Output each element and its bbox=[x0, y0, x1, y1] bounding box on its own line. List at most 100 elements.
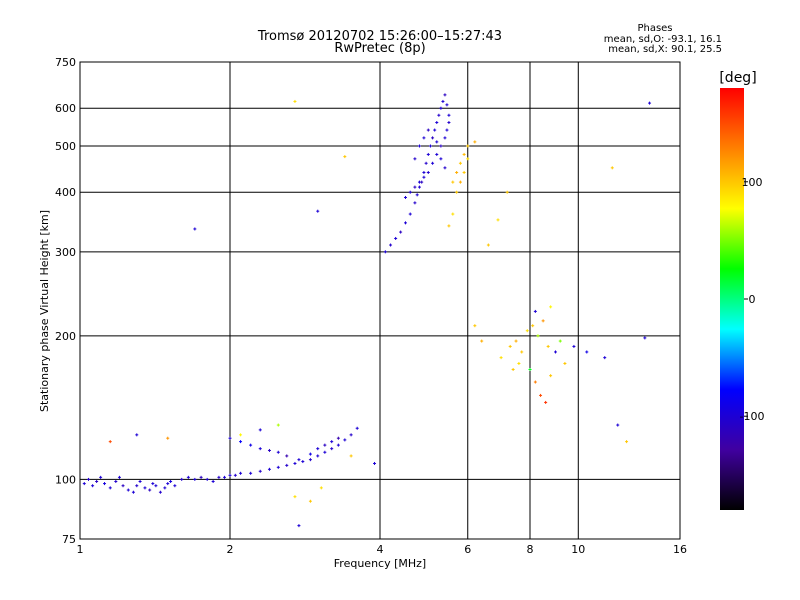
y-axis-label: Stationary phase Virtual Height [km] bbox=[38, 210, 51, 412]
data-point bbox=[508, 344, 512, 348]
data-point bbox=[403, 221, 407, 225]
data-point bbox=[158, 490, 162, 494]
data-point bbox=[603, 356, 607, 360]
data-point bbox=[533, 309, 537, 313]
data-point bbox=[403, 195, 407, 199]
data-point bbox=[383, 250, 387, 254]
data-point bbox=[258, 469, 262, 473]
data-point bbox=[408, 212, 412, 216]
data-point bbox=[558, 339, 562, 343]
x-tick-label: 2 bbox=[227, 543, 234, 556]
data-point bbox=[228, 436, 232, 440]
data-point bbox=[86, 477, 90, 481]
data-point bbox=[293, 99, 297, 103]
x-tick-label: 4 bbox=[377, 543, 384, 556]
data-point bbox=[648, 101, 652, 105]
data-point bbox=[239, 433, 243, 437]
y-tick-label: 75 bbox=[62, 533, 76, 546]
data-point bbox=[205, 477, 209, 481]
data-point bbox=[443, 136, 447, 140]
data-point bbox=[199, 475, 203, 479]
data-point bbox=[616, 423, 620, 427]
data-point bbox=[531, 324, 535, 328]
data-point bbox=[316, 209, 320, 213]
data-point bbox=[131, 490, 135, 494]
data-point bbox=[349, 454, 353, 458]
data-point bbox=[186, 475, 190, 479]
data-point bbox=[439, 106, 443, 110]
data-point bbox=[126, 488, 130, 492]
data-point bbox=[91, 484, 95, 488]
data-point bbox=[276, 450, 280, 454]
data-point bbox=[435, 121, 439, 125]
data-point bbox=[285, 454, 289, 458]
data-point bbox=[435, 152, 439, 156]
data-point bbox=[447, 113, 451, 117]
data-point bbox=[373, 461, 377, 465]
data-point bbox=[426, 128, 430, 132]
data-point bbox=[417, 185, 421, 189]
data-point bbox=[473, 140, 477, 144]
data-point bbox=[233, 473, 237, 477]
data-point bbox=[293, 461, 297, 465]
data-point bbox=[447, 224, 451, 228]
data-point bbox=[466, 144, 470, 148]
data-point bbox=[528, 367, 532, 371]
colorbar-tick-label: -100 bbox=[740, 410, 765, 423]
data-point bbox=[422, 175, 426, 179]
phase-info-heading: Phases bbox=[637, 23, 672, 34]
data-point bbox=[415, 193, 419, 197]
data-point bbox=[297, 458, 301, 462]
data-point bbox=[417, 144, 421, 148]
data-point bbox=[166, 482, 170, 486]
data-point bbox=[462, 170, 466, 174]
data-point bbox=[394, 236, 398, 240]
x-tick-label: 8 bbox=[527, 543, 534, 556]
data-point bbox=[343, 155, 347, 159]
data-point bbox=[643, 336, 647, 340]
data-point bbox=[486, 243, 490, 247]
data-point bbox=[462, 152, 466, 156]
data-point bbox=[239, 440, 243, 444]
data-point bbox=[445, 103, 449, 107]
data-point bbox=[533, 380, 537, 384]
data-point bbox=[389, 243, 393, 247]
data-point bbox=[349, 433, 353, 437]
data-point bbox=[517, 361, 521, 365]
data-point bbox=[443, 93, 447, 97]
data-point bbox=[121, 484, 125, 488]
data-point bbox=[525, 329, 529, 333]
data-point bbox=[154, 484, 158, 488]
data-point bbox=[458, 161, 462, 165]
data-point bbox=[413, 157, 417, 161]
data-point bbox=[151, 482, 155, 486]
data-point bbox=[546, 344, 550, 348]
data-point bbox=[466, 157, 470, 161]
data-point bbox=[308, 458, 312, 462]
data-point bbox=[544, 400, 548, 404]
data-point bbox=[536, 334, 540, 338]
data-point bbox=[285, 463, 289, 467]
data-point bbox=[323, 450, 327, 454]
data-point bbox=[539, 393, 543, 397]
data-point bbox=[148, 488, 152, 492]
data-point bbox=[258, 428, 262, 432]
data-point bbox=[553, 350, 557, 354]
data-point bbox=[169, 479, 173, 483]
data-point bbox=[514, 339, 518, 343]
chart-subtitle: RwPretec (8p) bbox=[334, 41, 425, 56]
data-point bbox=[422, 136, 426, 140]
data-point bbox=[99, 475, 103, 479]
data-point bbox=[323, 443, 327, 447]
colorbar-label: [deg] bbox=[719, 70, 756, 86]
data-point bbox=[330, 440, 334, 444]
y-tick-label: 300 bbox=[55, 246, 76, 259]
data-point bbox=[217, 475, 221, 479]
data-point bbox=[439, 157, 443, 161]
data-point bbox=[520, 350, 524, 354]
x-tick-label: 6 bbox=[464, 543, 471, 556]
data-point bbox=[441, 99, 445, 103]
y-tick-label: 100 bbox=[55, 473, 76, 486]
data-point bbox=[505, 190, 509, 194]
